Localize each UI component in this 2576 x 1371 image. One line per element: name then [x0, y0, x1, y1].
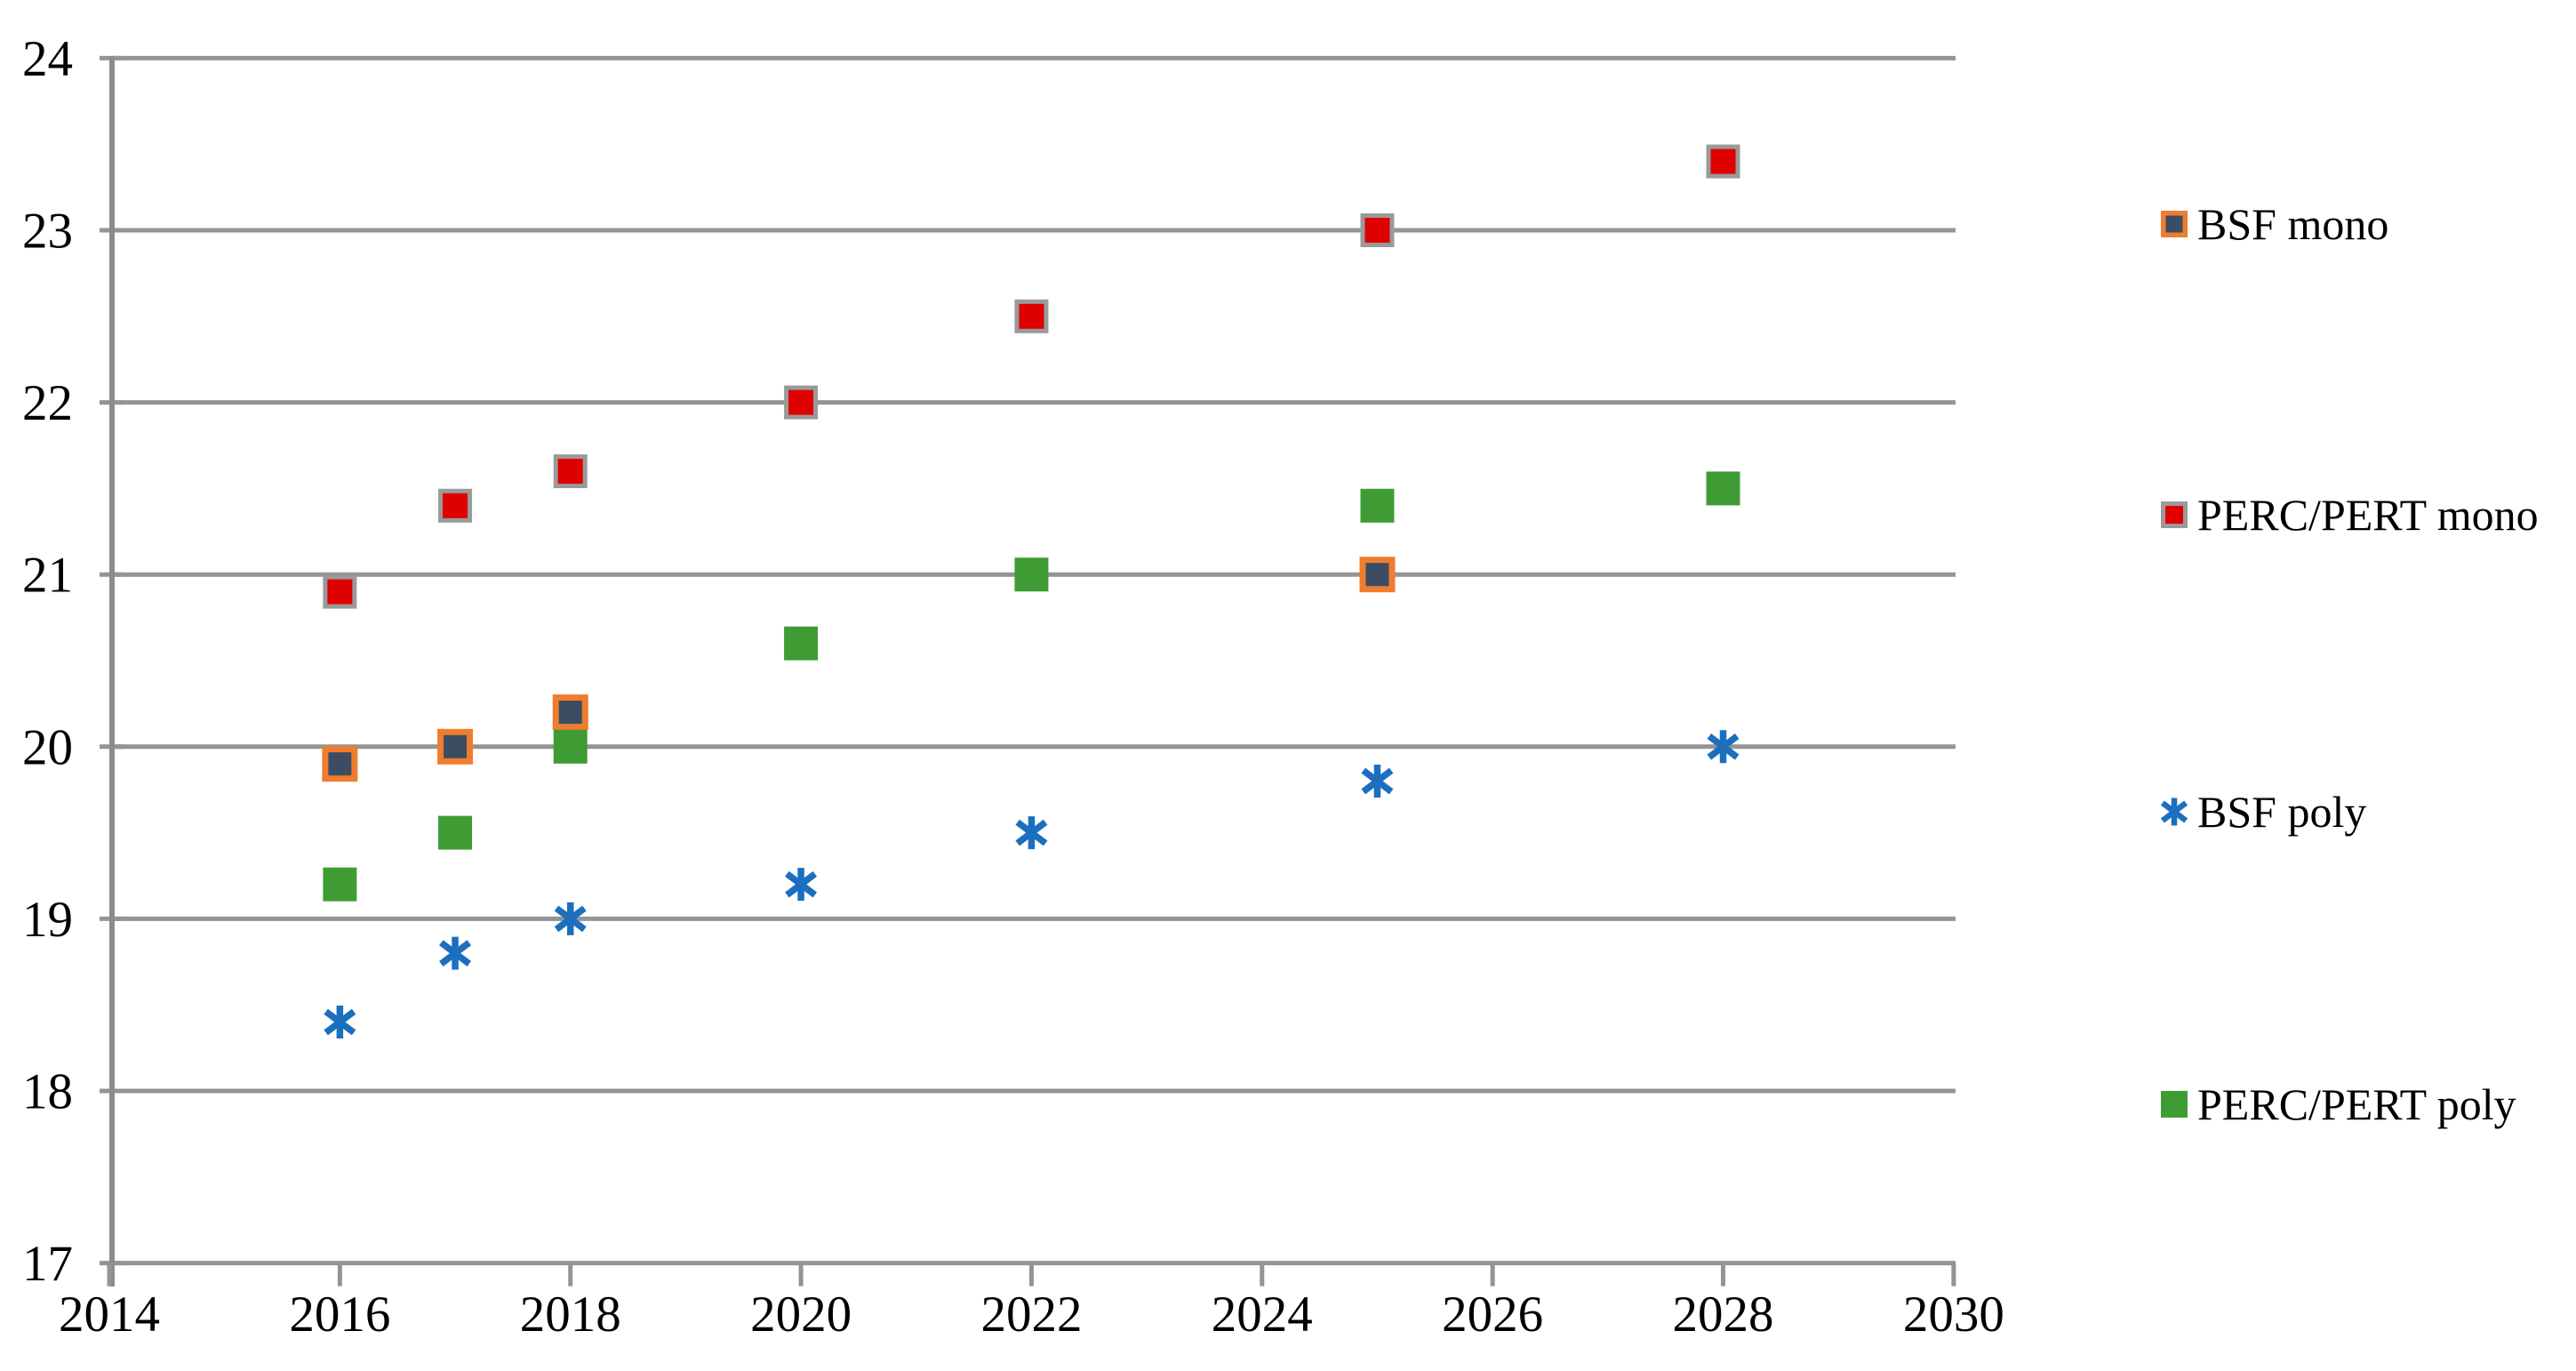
y-axis-tick-label: 20: [22, 719, 73, 775]
data-point-bsf-poly: [554, 905, 587, 933]
data-point-bsf-mono: [1365, 563, 1389, 587]
data-point-perc-pert-mono: [1710, 148, 1736, 174]
data-point-bsf-mono: [444, 734, 468, 758]
data-point-perc-pert-mono: [1019, 303, 1044, 329]
x-axis-tick-label: 2028: [1673, 1287, 1774, 1343]
legend-marker-glyph-bsf-poly: [2160, 798, 2188, 826]
legend-marker-glyph-perc-pert-mono: [2161, 501, 2188, 528]
data-point-perc-pert-poly: [1014, 557, 1049, 592]
data-point-perc-pert-mono: [1364, 218, 1390, 243]
data-point-perc-pert-mono: [327, 579, 353, 605]
legend-marker-bsf-poly: [2159, 797, 2189, 827]
y-axis-tick-label: 23: [22, 204, 73, 260]
legend-entry-perc-pert-mono: PERC/PERT mono: [2159, 486, 2539, 543]
legend-entry-perc-pert-poly: PERC/PERT poly: [2159, 1076, 2516, 1133]
legend-marker-perc-pert-poly: [2159, 1089, 2189, 1119]
data-point-bsf-mono: [558, 701, 582, 725]
x-axis-tick-label: 2022: [980, 1287, 1082, 1343]
legend-marker-glyph-bsf-mono: [2161, 211, 2188, 237]
data-point-perc-pert-mono: [557, 459, 583, 485]
data-point-bsf-poly: [1361, 767, 1394, 795]
y-axis-tick-label: 19: [22, 892, 73, 948]
y-axis-tick-label: 18: [22, 1064, 73, 1120]
y-axis-tick-label: 21: [22, 548, 73, 604]
x-axis-tick-label: 2030: [1903, 1287, 2004, 1343]
x-axis-tick-label: 2024: [1212, 1287, 1313, 1343]
data-point-perc-pert-poly: [1360, 488, 1395, 523]
legend-marker-bsf-mono: [2159, 209, 2189, 239]
y-axis-tick-label: 22: [22, 375, 73, 431]
y-axis-tick-label: 24: [22, 31, 73, 87]
x-axis-tick-label: 2014: [59, 1287, 160, 1343]
x-axis-tick-label: 2020: [750, 1287, 852, 1343]
data-point-perc-pert-poly: [784, 626, 819, 661]
x-axis-tick-label: 2016: [289, 1287, 390, 1343]
legend-label-perc-pert-poly: PERC/PERT poly: [2197, 1079, 2516, 1129]
legend-entry-bsf-poly: BSF poly: [2159, 783, 2366, 840]
x-axis-tick-label: 2018: [520, 1287, 621, 1343]
x-axis-tick-label: 2026: [1442, 1287, 1543, 1343]
data-point-bsf-poly: [1707, 733, 1740, 760]
data-point-perc-pert-poly: [1706, 471, 1740, 506]
data-point-bsf-poly: [785, 870, 818, 898]
data-point-bsf-poly: [324, 1008, 356, 1036]
data-point-bsf-poly: [439, 940, 472, 966]
data-point-perc-pert-mono: [443, 493, 468, 518]
data-point-perc-pert-mono: [788, 389, 814, 415]
data-point-bsf-poly: [1015, 819, 1048, 846]
legend-entry-bsf-mono: BSF mono: [2159, 196, 2388, 253]
legend-marker-glyph-perc-pert-poly: [2161, 1091, 2188, 1118]
legend-marker-perc-pert-mono: [2159, 500, 2189, 530]
y-axis-tick-label: 17: [22, 1236, 73, 1292]
data-point-bsf-mono: [328, 752, 352, 776]
legend-label-perc-pert-mono: PERC/PERT mono: [2197, 490, 2539, 540]
data-point-perc-pert-poly: [438, 815, 473, 850]
data-point-perc-pert-poly: [323, 867, 357, 902]
legend-label-bsf-poly: BSF poly: [2197, 787, 2367, 837]
data-point-perc-pert-poly: [553, 729, 588, 764]
legend-label-bsf-mono: BSF mono: [2197, 199, 2389, 249]
